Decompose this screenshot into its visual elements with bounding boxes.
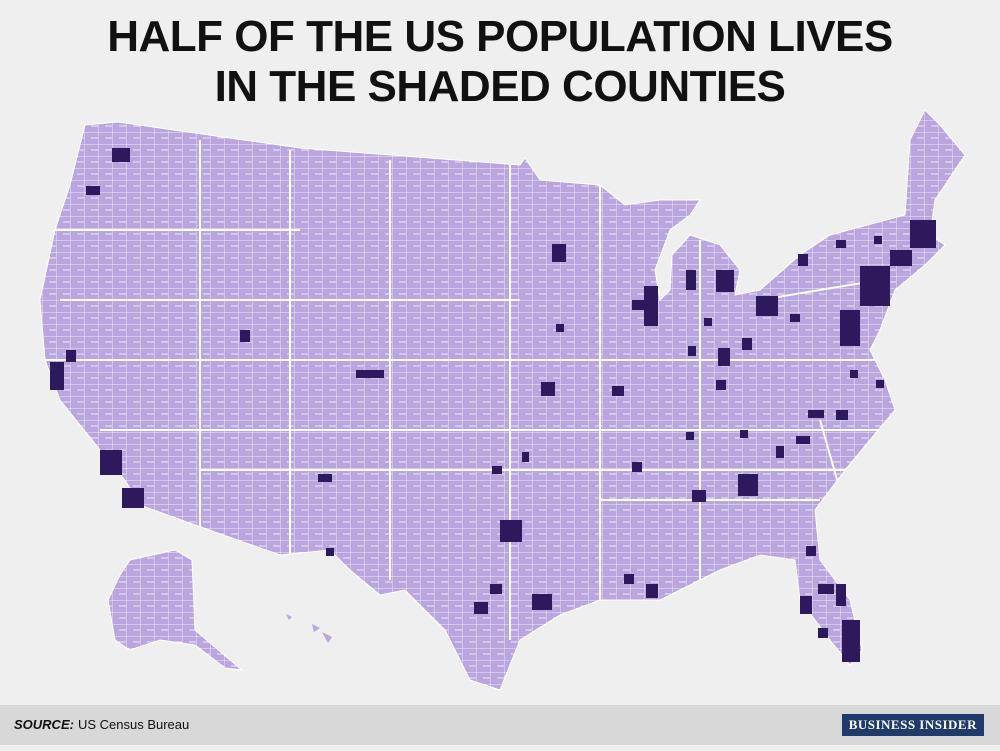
- source: SOURCE: US Census Bureau: [14, 717, 189, 732]
- state-borders: [40, 140, 890, 640]
- logo: BUSINESS INSIDER: [841, 714, 984, 736]
- hawaii: [286, 614, 332, 643]
- title-line: IN THE SHADED COUNTIES: [214, 62, 786, 111]
- source-label: SOURCE:: [14, 717, 74, 732]
- source-text: US Census Bureau: [77, 717, 190, 732]
- us-map: [39, 109, 966, 691]
- title-line: HALF OF THE US POPULATION LIVES: [107, 12, 893, 61]
- shaded-counties: [50, 148, 936, 662]
- footer: SOURCE: US Census Bureau BUSINESS INSIDER: [0, 705, 1000, 745]
- alaska: [107, 549, 244, 671]
- contiguous-us: [39, 109, 966, 691]
- title: HALF OF THE US POPULATION LIVES IN THE S…: [0, 12, 1000, 112]
